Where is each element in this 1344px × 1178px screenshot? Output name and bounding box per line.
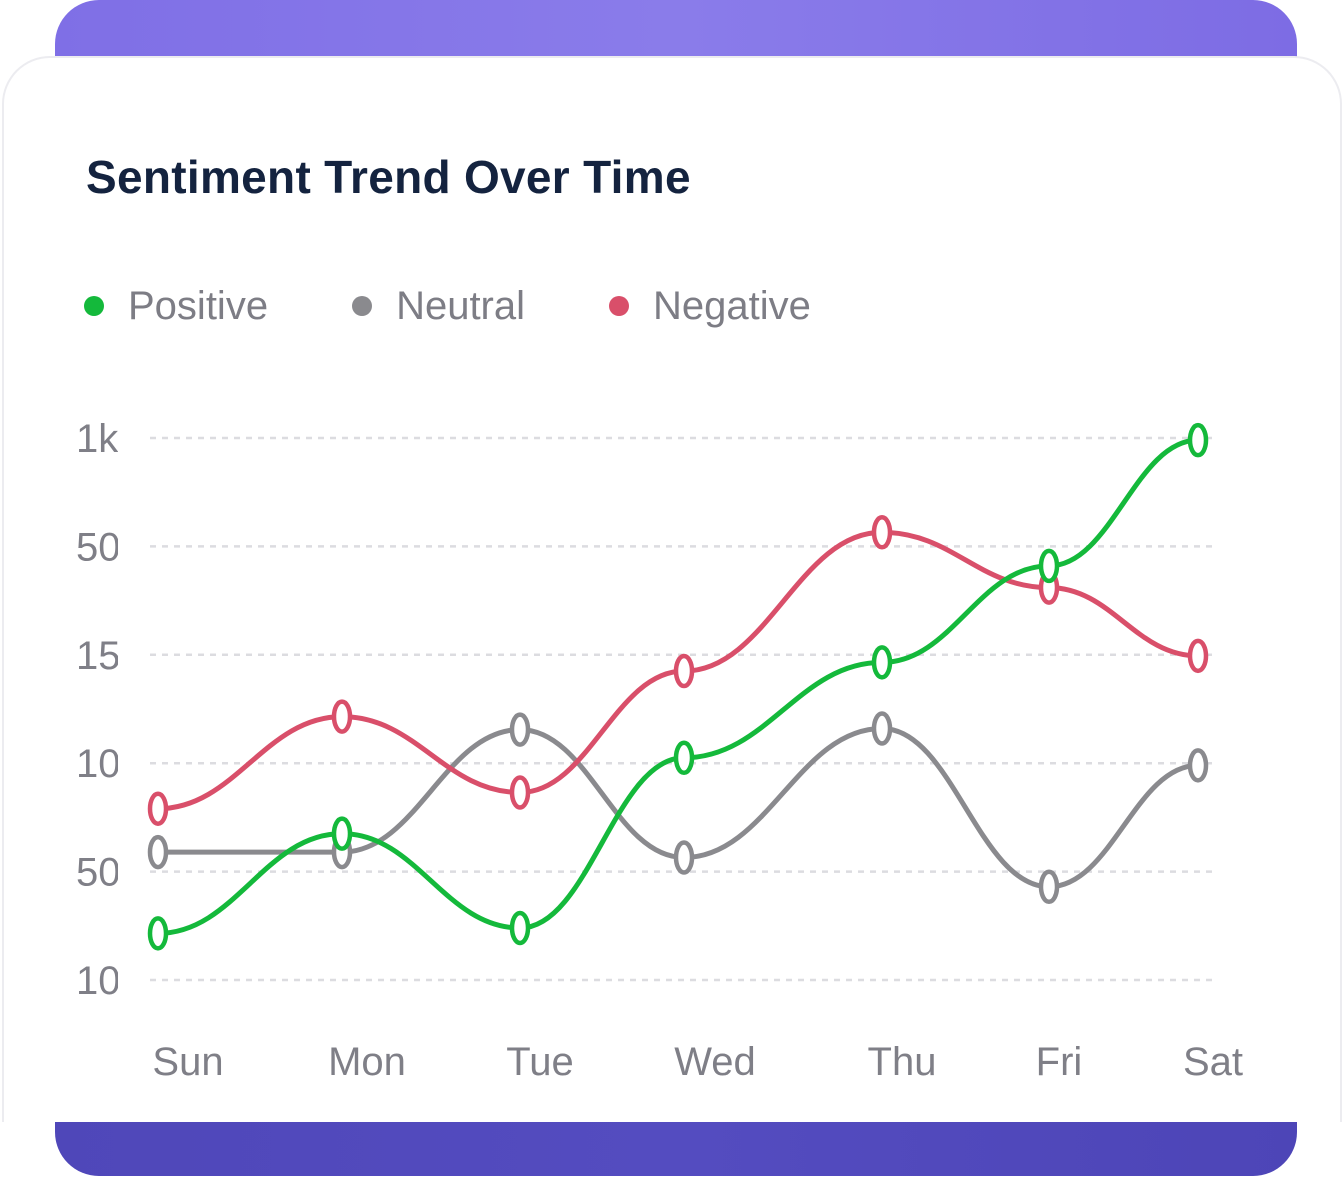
data-point-positive — [673, 740, 695, 776]
y-axis-label-mask — [118, 400, 146, 1020]
legend-dot-negative — [609, 296, 630, 316]
data-point-neutral — [509, 712, 531, 747]
x-tick-label: Fri — [1036, 1040, 1083, 1084]
data-point-neutral — [673, 840, 695, 875]
data-point-neutral — [1038, 869, 1060, 905]
data-point-negative — [1187, 638, 1209, 674]
data-point-neutral — [871, 711, 893, 746]
data-point-positive — [331, 816, 353, 851]
x-tick-label: Wed — [674, 1040, 756, 1084]
data-point-positive — [1038, 548, 1060, 584]
legend-label-neutral: Neutral — [396, 283, 526, 328]
data-point-negative — [509, 775, 531, 810]
legend-dot-neutral — [352, 296, 373, 316]
data-point-neutral — [147, 834, 169, 870]
chart-title: Sentiment Trend Over Time — [86, 151, 691, 203]
data-point-positive — [1187, 422, 1209, 458]
legend-dot-positive — [84, 296, 104, 316]
x-tick-label: Thu — [868, 1040, 937, 1084]
y-tick-label: 50 — [76, 525, 121, 569]
data-point-neutral — [1187, 748, 1209, 783]
y-tick-label: 10 — [76, 742, 121, 786]
y-tick-label: 10 — [76, 959, 121, 1003]
data-point-positive — [871, 645, 893, 680]
data-point-negative — [147, 791, 169, 826]
legend-item-negative[interactable]: Negative — [609, 284, 811, 329]
x-tick-label: Tue — [506, 1040, 573, 1084]
y-tick-label: 50 — [76, 851, 121, 895]
data-point-negative — [673, 653, 695, 689]
y-tick-label: 1k — [76, 417, 119, 461]
data-point-negative — [871, 515, 893, 550]
legend-label-positive: Positive — [128, 283, 269, 328]
data-point-negative — [331, 699, 353, 734]
chart-legend: Positive Neutral Negative — [84, 280, 895, 332]
x-tick-label: Mon — [328, 1040, 406, 1084]
x-tick-label: Sun — [152, 1040, 223, 1084]
legend-item-positive[interactable]: Positive — [84, 284, 268, 329]
legend-label-negative: Negative — [653, 283, 811, 328]
chart-card — [2, 56, 1342, 1122]
data-point-positive — [509, 910, 531, 946]
x-tick-label: Sat — [1183, 1040, 1243, 1084]
legend-item-neutral[interactable]: Neutral — [352, 284, 525, 329]
y-tick-label: 15 — [76, 634, 121, 678]
data-point-positive — [147, 916, 169, 951]
